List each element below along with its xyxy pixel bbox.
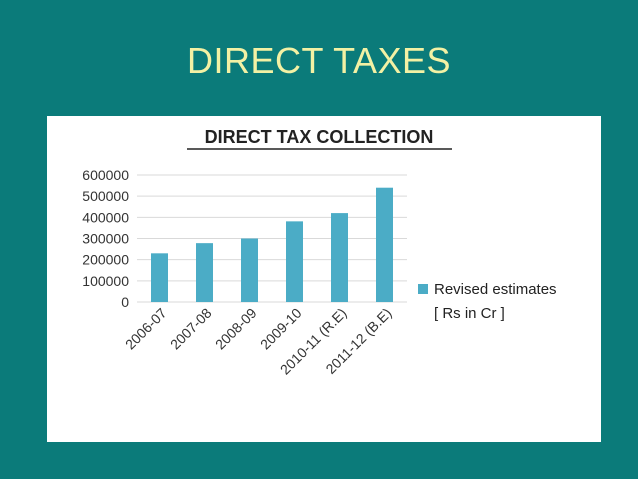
y-tick-label: 400000 <box>82 209 129 225</box>
y-tick-label: 600000 <box>82 167 129 183</box>
direct-tax-chart: DIRECT TAX COLLECTION 0 100000 200000 30000… <box>82 127 557 378</box>
x-category-label: 2008-09 <box>212 305 260 353</box>
gridlines <box>137 174 407 303</box>
slide-title: DIRECT TAXES <box>186 40 452 81</box>
x-category-label: 2006-07 <box>122 305 170 353</box>
y-axis-ticks: 0 100000 200000 300000 400000 500000 600000 <box>82 167 129 310</box>
legend-label-line-2: [ Rs in Cr ] <box>434 305 505 322</box>
y-tick-label: 500000 <box>82 188 129 204</box>
legend-label-line-1: Revised estimates <box>434 281 557 298</box>
bar <box>331 213 348 302</box>
chart-panel: DIRECT TAX COLLECTION 0 100000 200000 30000… <box>47 116 601 442</box>
y-tick-label: 100000 <box>82 273 129 289</box>
legend: Revised estimates [ Rs in Cr ] <box>418 281 557 322</box>
y-tick-label: 200000 <box>82 252 129 268</box>
bar <box>376 187 393 302</box>
bar <box>241 238 258 302</box>
bars <box>151 187 393 302</box>
bar <box>286 221 303 302</box>
bar <box>196 243 213 302</box>
x-category-label: 2007-08 <box>167 305 215 353</box>
y-tick-label: 300000 <box>82 231 129 247</box>
y-tick-label: 0 <box>121 294 129 310</box>
bar <box>151 253 168 302</box>
chart-title: DIRECT TAX COLLECTION <box>205 127 434 147</box>
legend-swatch <box>418 284 428 294</box>
